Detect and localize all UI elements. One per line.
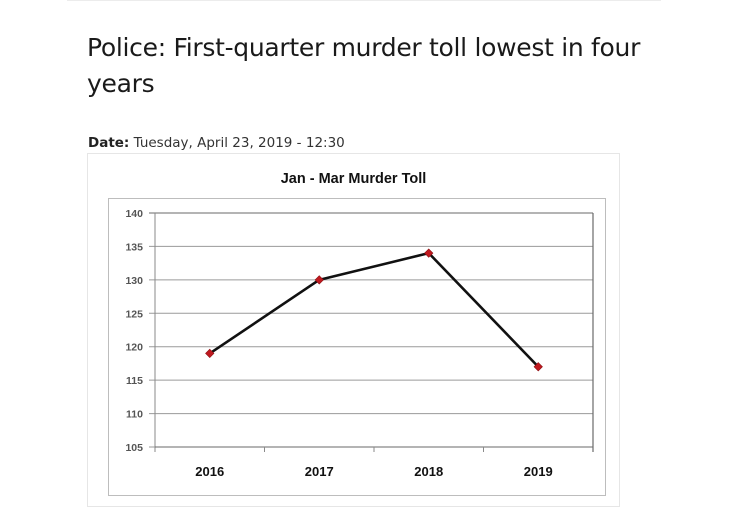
top-divider xyxy=(67,0,661,1)
y-tick-label: 115 xyxy=(126,375,143,387)
data-point-marker xyxy=(314,275,324,285)
article-date: Date: Tuesday, April 23, 2019 - 12:30 xyxy=(88,135,345,151)
y-tick-label: 110 xyxy=(126,409,143,421)
article-headline: Police: First-quarter murder toll lowest… xyxy=(87,33,641,98)
data-point-marker xyxy=(205,348,215,359)
x-tick-label: 2019 xyxy=(524,464,553,479)
date-label: Date: xyxy=(88,135,130,151)
chart-frame xyxy=(108,198,606,496)
y-tick-label: 130 xyxy=(125,275,143,287)
x-tick-label: 2017 xyxy=(305,464,334,479)
chart-title: Jan - Mar Murder Toll xyxy=(280,171,427,187)
data-line xyxy=(209,251,540,368)
y-tick-label: 120 xyxy=(125,342,143,354)
y-tick-label: 125 xyxy=(125,308,143,320)
y-tick-label: 140 xyxy=(125,208,143,220)
chart-image-container xyxy=(87,153,620,507)
y-tick-label: 105 xyxy=(125,442,143,454)
x-tick-label: 2016 xyxy=(195,464,224,479)
date-value: Tuesday, April 23, 2019 - 12:30 xyxy=(133,135,345,151)
data-point-marker xyxy=(424,248,434,258)
y-tick-label: 135 xyxy=(125,241,143,253)
x-tick-label: 2018 xyxy=(414,464,443,479)
data-point-marker xyxy=(533,362,543,372)
